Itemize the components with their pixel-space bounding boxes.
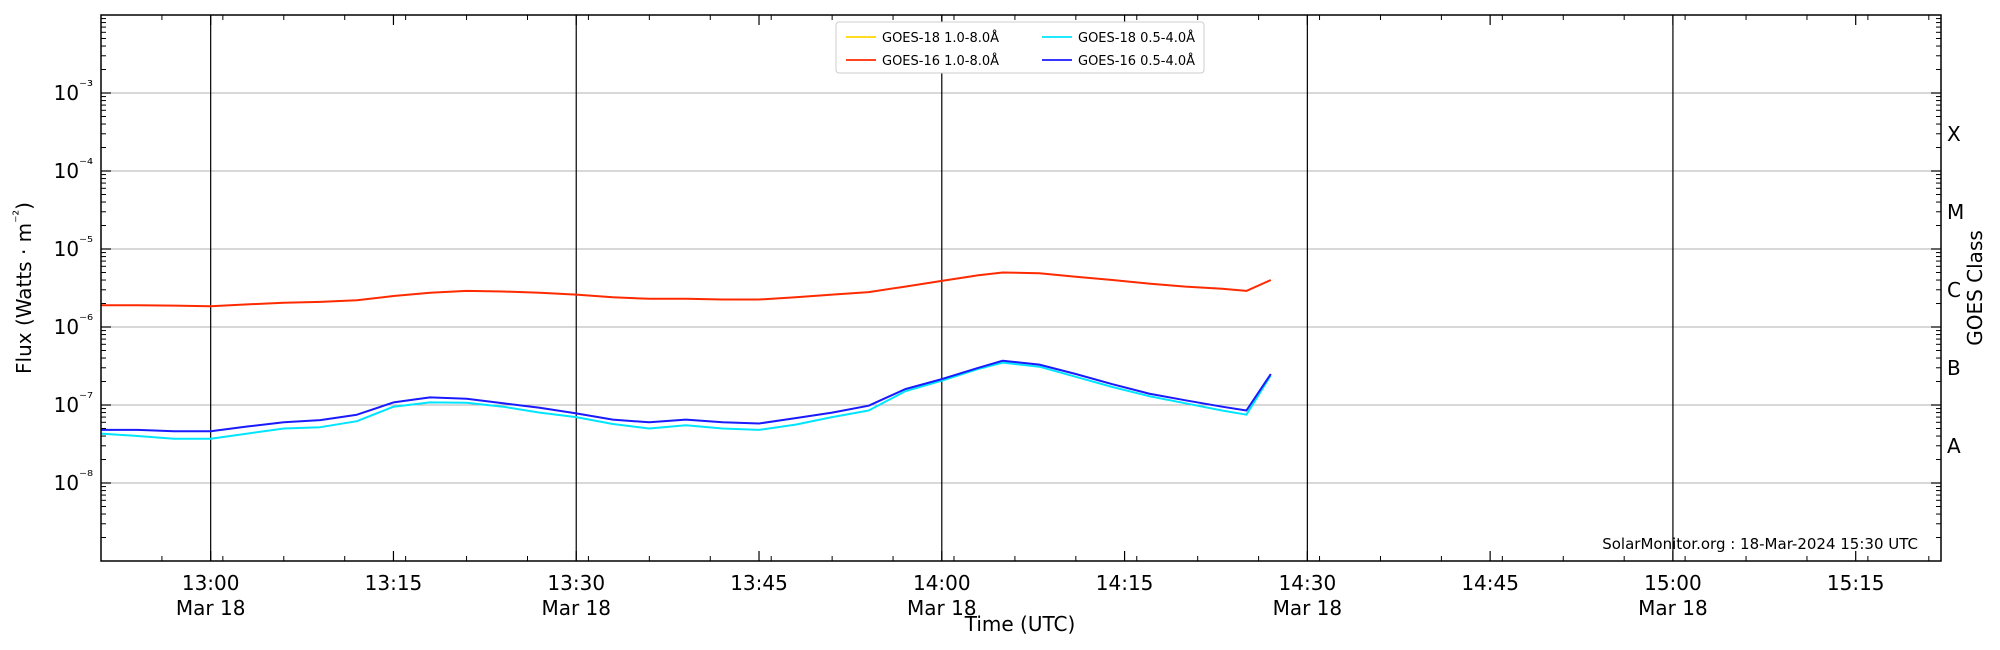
x-tick-date-label: Mar 18 bbox=[541, 596, 611, 620]
x-tick-label: 14:15 bbox=[1096, 571, 1154, 595]
goes-class-label: B bbox=[1947, 356, 1961, 380]
y-tick-label: 10⁻⁶ bbox=[54, 311, 93, 339]
legend-label: GOES-18 0.5-4.0Å bbox=[1078, 30, 1195, 46]
vertical-lines-layer bbox=[210, 15, 1674, 561]
x-tick-label: 13:15 bbox=[365, 571, 423, 595]
legend: GOES-18 1.0-8.0Å GOES-16 1.0-8.0Å GOES-18 … bbox=[835, 21, 1205, 74]
plot-frame bbox=[100, 14, 1942, 562]
series-line-2 bbox=[100, 361, 1272, 440]
goes-class-label: C bbox=[1947, 278, 1961, 302]
x-tick-date-label: Mar 18 bbox=[1638, 596, 1708, 620]
x-tick-date-label: Mar 18 bbox=[176, 596, 246, 620]
goes-class-label: M bbox=[1947, 200, 1964, 224]
goes-class-label: X bbox=[1947, 122, 1961, 146]
x-tick-label: 13:30 bbox=[547, 571, 605, 595]
y-tick-label: 10⁻³ bbox=[54, 77, 93, 105]
x-tick-label: 13:45 bbox=[730, 571, 788, 595]
legend-label: GOES-16 1.0-8.0Å bbox=[882, 53, 999, 69]
x-tick-label: 13:00 bbox=[182, 571, 240, 595]
goes-class-label: A bbox=[1947, 434, 1961, 458]
series-layer bbox=[100, 271, 1272, 440]
watermark-text: SolarMonitor.org : 18-Mar-2024 15:30 UTC bbox=[1602, 535, 1918, 553]
y-tick-label: 10⁻⁴ bbox=[54, 155, 93, 183]
x-tick-label: 14:45 bbox=[1461, 571, 1519, 595]
grid-layer bbox=[101, 92, 1941, 484]
x-tick-label: 14:00 bbox=[913, 571, 971, 595]
series-line-1 bbox=[101, 271, 1272, 308]
y-tick-label: 10⁻⁵ bbox=[54, 233, 93, 261]
goes-class-axis-label: GOES Class bbox=[1963, 230, 1987, 346]
legend-label: GOES-18 1.0-8.0Å bbox=[882, 30, 999, 46]
legend-box bbox=[835, 21, 1205, 74]
y-axis-label: Flux (Watts · m⁻²) bbox=[11, 202, 36, 374]
legend-label: GOES-16 0.5-4.0Å bbox=[1078, 53, 1195, 69]
x-tick-label: 15:00 bbox=[1644, 571, 1702, 595]
y-tick-label: 10⁻⁸ bbox=[54, 467, 93, 495]
x-axis-label: Time (UTC) bbox=[964, 612, 1076, 636]
x-tick-date-label: Mar 18 bbox=[907, 596, 977, 620]
x-tick-label: 14:30 bbox=[1279, 571, 1337, 595]
x-tick-label: 15:15 bbox=[1827, 571, 1885, 595]
tick-layer bbox=[100, 15, 1941, 561]
x-tick-date-label: Mar 18 bbox=[1273, 596, 1343, 620]
series-line-3 bbox=[101, 359, 1272, 433]
y-tick-label: 10⁻⁷ bbox=[54, 389, 93, 417]
